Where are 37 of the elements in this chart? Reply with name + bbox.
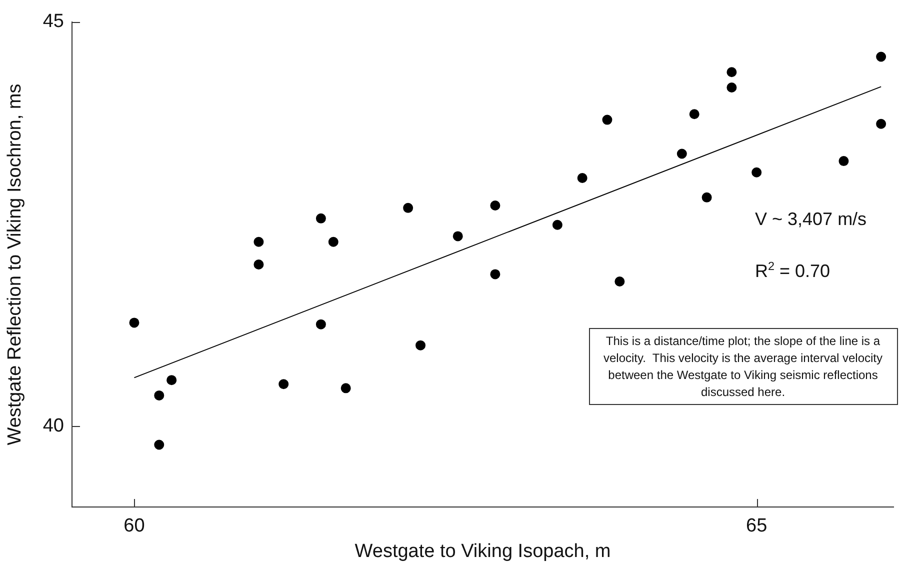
x-axis-title: Westgate to Viking Isopach, m bbox=[354, 540, 611, 562]
point bbox=[403, 202, 414, 213]
point bbox=[416, 340, 426, 350]
y-tick-label: 40 bbox=[42, 415, 64, 436]
point bbox=[254, 260, 264, 270]
point bbox=[838, 156, 849, 166]
point bbox=[328, 236, 338, 247]
point bbox=[602, 114, 612, 125]
point bbox=[316, 319, 326, 330]
point bbox=[452, 231, 463, 242]
point bbox=[752, 167, 762, 178]
point bbox=[340, 383, 351, 394]
point bbox=[876, 52, 886, 62]
point bbox=[490, 269, 500, 280]
point bbox=[726, 82, 737, 92]
point bbox=[577, 173, 588, 184]
point bbox=[689, 109, 700, 120]
point bbox=[614, 276, 625, 286]
point bbox=[876, 118, 886, 129]
y-axis-title: Westgate Reflection to Viking Isochron, ms bbox=[4, 84, 26, 446]
annotation: V ~ 3,407 m/s bbox=[755, 209, 867, 229]
x-tick-label: 65 bbox=[746, 516, 768, 537]
point bbox=[726, 67, 737, 78]
annotation: This is a distance/time plot; the slope of the line is a velocity. This velocity is the average interval velocity between the Westgate to Viking seismic reflections discussed here. bbox=[603, 334, 883, 399]
x-tick-label: 60 bbox=[124, 516, 145, 537]
point bbox=[166, 375, 177, 386]
point bbox=[676, 148, 687, 159]
point bbox=[702, 192, 712, 202]
point bbox=[154, 390, 164, 400]
point bbox=[490, 200, 500, 210]
point bbox=[278, 379, 289, 390]
point bbox=[129, 318, 140, 328]
point bbox=[316, 213, 326, 224]
point bbox=[154, 440, 164, 450]
point bbox=[254, 236, 264, 247]
y-tick-label: 45 bbox=[42, 11, 64, 32]
point bbox=[552, 220, 562, 230]
